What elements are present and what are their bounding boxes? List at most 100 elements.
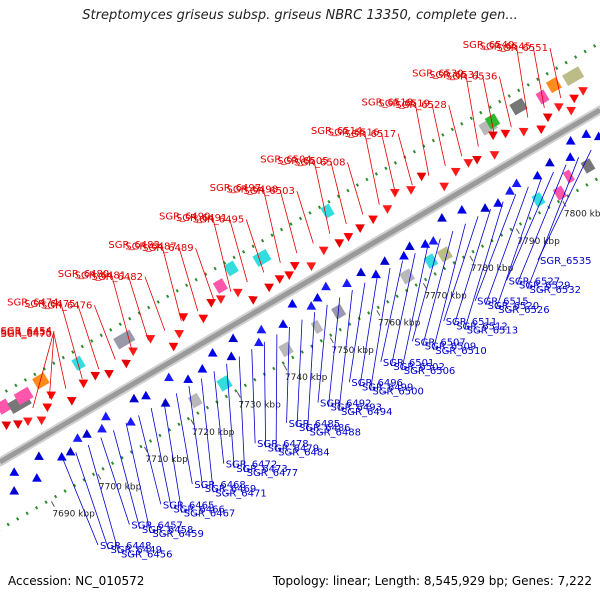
reverse-gene-arrow[interactable] (278, 319, 289, 328)
feature-block[interactable] (436, 246, 453, 263)
forward-gene-label[interactable]: SGR_6504 (260, 154, 312, 165)
reverse-gene-label[interactable]: SGR_6493 (330, 403, 382, 414)
forward-gene-arrow[interactable] (13, 420, 23, 429)
forward-gene-arrow[interactable] (389, 188, 400, 198)
forward-gene-arrow[interactable] (174, 329, 185, 339)
reverse-gene-label[interactable]: SGR_6477 (247, 468, 299, 479)
reverse-gene-label[interactable]: SGR_6456 (121, 549, 173, 560)
reverse-gene-label[interactable]: SGR_6526 (498, 305, 549, 316)
forward-gene-arrow[interactable] (198, 314, 209, 324)
feature-block[interactable] (310, 319, 324, 335)
reverse-gene-arrow[interactable] (254, 337, 264, 347)
reverse-gene-arrow[interactable] (371, 269, 381, 279)
forward-gene-arrow[interactable] (489, 151, 500, 160)
reverse-gene-label[interactable]: SGR_6448 (100, 541, 152, 552)
reverse-gene-arrow[interactable] (457, 205, 467, 214)
reverse-gene-arrow[interactable] (101, 411, 111, 421)
forward-gene-label[interactable]: SGR_6503 (243, 186, 295, 197)
forward-gene-arrow[interactable] (416, 172, 427, 182)
feature-block[interactable] (223, 260, 239, 277)
forward-gene-arrow[interactable] (46, 391, 57, 401)
reverse-gene-arrow[interactable] (356, 267, 366, 277)
reverse-gene-label[interactable]: SGR_6520 (488, 301, 539, 312)
reverse-gene-label[interactable]: SGR_6467 (184, 509, 236, 520)
forward-gene-arrow[interactable] (274, 275, 285, 284)
forward-gene-arrow[interactable] (145, 335, 156, 344)
reverse-gene-label[interactable]: SGR_6479 (268, 443, 320, 454)
forward-gene-arrow[interactable] (450, 167, 461, 177)
feature-block[interactable] (13, 386, 34, 406)
forward-gene-arrow[interactable] (22, 417, 33, 427)
reverse-gene-arrow[interactable] (141, 390, 151, 400)
forward-gene-arrow[interactable] (472, 155, 482, 165)
reverse-gene-label[interactable]: SGR_6484 (278, 448, 330, 459)
reverse-gene-arrow[interactable] (9, 485, 20, 495)
reverse-gene-arrow[interactable] (97, 423, 107, 433)
reverse-gene-arrow[interactable] (404, 241, 415, 251)
reverse-gene-arrow[interactable] (164, 372, 174, 382)
forward-gene-label[interactable]: SGR_6528 (395, 100, 447, 111)
reverse-gene-label[interactable]: SGR_6468 (194, 480, 246, 491)
forward-gene-label[interactable]: SGR_6474 (7, 297, 59, 308)
forward-gene-arrow[interactable] (78, 379, 89, 389)
reverse-gene-label[interactable]: SGR_6465 (163, 500, 215, 511)
forward-gene-arrow[interactable] (542, 113, 553, 123)
reverse-gene-arrow[interactable] (287, 299, 298, 308)
forward-gene-label[interactable]: SGR_6498 (227, 185, 279, 196)
reverse-gene-arrow[interactable] (493, 198, 504, 207)
feature-block[interactable] (484, 113, 501, 130)
forward-gene-arrow[interactable] (566, 106, 576, 116)
forward-gene-arrow[interactable] (178, 313, 189, 322)
feature-block[interactable] (212, 278, 228, 294)
reverse-gene-arrow[interactable] (129, 393, 139, 403)
reverse-gene-label[interactable]: SGR_6492 (320, 399, 372, 410)
feature-block[interactable] (562, 169, 575, 184)
forward-gene-arrow[interactable] (264, 283, 274, 293)
reverse-gene-arrow[interactable] (428, 235, 439, 245)
reverse-gene-arrow[interactable] (82, 429, 92, 438)
forward-gene-label[interactable]: SGR_6505 (277, 156, 329, 167)
reverse-gene-arrow[interactable] (480, 203, 491, 212)
reverse-gene-arrow[interactable] (306, 301, 317, 310)
reverse-gene-arrow[interactable] (511, 178, 522, 188)
forward-gene-label[interactable]: SGR_6490 (159, 212, 211, 223)
forward-gene-arrow[interactable] (121, 359, 131, 369)
reverse-gene-arrow[interactable] (72, 433, 83, 442)
reverse-gene-label[interactable]: SGR_6507 (414, 337, 466, 348)
reverse-gene-arrow[interactable] (379, 256, 390, 265)
forward-gene-arrow[interactable] (382, 205, 393, 214)
reverse-gene-arrow[interactable] (321, 281, 331, 291)
reverse-gene-label[interactable]: SGR_6459 (152, 529, 204, 540)
reverse-gene-arrow[interactable] (420, 239, 431, 248)
reverse-gene-arrow[interactable] (65, 446, 76, 456)
reverse-gene-label[interactable]: SGR_6473 (236, 464, 288, 475)
reverse-gene-label[interactable]: SGR_6494 (341, 407, 393, 418)
reverse-gene-arrow[interactable] (34, 451, 44, 461)
forward-gene-arrow[interactable] (284, 271, 294, 280)
forward-gene-arrow[interactable] (578, 87, 588, 96)
reverse-gene-label[interactable]: SGR_6509 (425, 342, 477, 353)
forward-gene-arrow[interactable] (439, 182, 449, 192)
reverse-gene-label[interactable]: SGR_6458 (142, 525, 194, 536)
forward-gene-arrow[interactable] (343, 233, 354, 242)
forward-gene-arrow[interactable] (569, 94, 579, 104)
forward-gene-arrow[interactable] (206, 299, 217, 308)
forward-gene-label[interactable]: SGR_6540 (463, 40, 515, 51)
forward-gene-label[interactable]: SGR_6519 (378, 99, 430, 110)
feature-block[interactable] (187, 392, 203, 409)
forward-gene-label[interactable]: SGR_6482 (92, 272, 144, 283)
reverse-gene-label[interactable]: SGR_6500 (372, 387, 424, 398)
forward-gene-arrow[interactable] (1, 421, 12, 431)
reverse-gene-arrow[interactable] (256, 324, 267, 334)
forward-gene-label[interactable]: SGR_6531 (429, 70, 481, 81)
reverse-gene-label[interactable]: SGR_6488 (310, 427, 362, 438)
reverse-gene-label[interactable]: SGR_6486 (299, 423, 351, 434)
reverse-gene-arrow[interactable] (197, 364, 208, 373)
reverse-gene-arrow[interactable] (399, 250, 409, 260)
forward-gene-arrow[interactable] (406, 186, 416, 195)
forward-gene-label[interactable]: SGR_6497 (210, 183, 262, 194)
reverse-gene-arrow[interactable] (532, 170, 543, 180)
reverse-gene-label[interactable]: SGR_6485 (289, 419, 341, 430)
reverse-gene-arrow[interactable] (183, 374, 194, 383)
